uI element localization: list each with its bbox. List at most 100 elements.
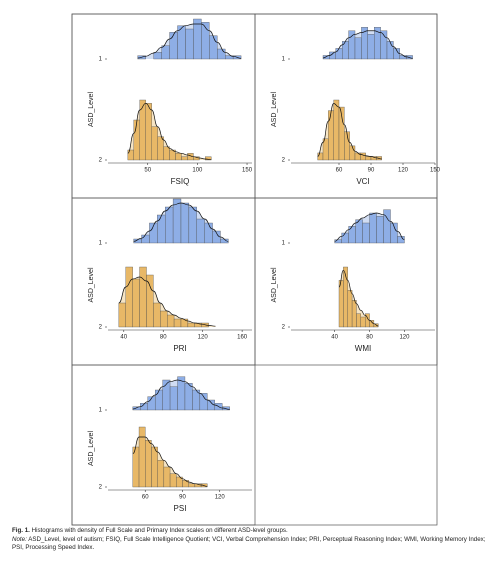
y-tick-label: 1	[99, 57, 103, 63]
histogram-bar	[173, 318, 182, 328]
histogram-bar	[169, 386, 178, 411]
y-tick-label: 2	[99, 158, 103, 164]
histogram-bar	[196, 218, 205, 244]
histogram-bar	[376, 216, 384, 244]
histogram-bar	[169, 32, 178, 60]
y-axis-label: ASD_Level	[88, 92, 95, 127]
histogram-bar	[139, 99, 146, 161]
density-line	[334, 212, 405, 242]
histogram-bar	[338, 280, 344, 328]
histogram-bar	[390, 222, 398, 244]
y-tick-label: 2	[282, 158, 286, 164]
histogram-bar	[356, 313, 361, 328]
x-axis-label: PRI	[173, 344, 186, 353]
histogram-bar	[360, 152, 366, 161]
x-tick-label: 100	[192, 168, 203, 174]
caption-label: Fig. 1.	[12, 527, 30, 534]
histogram-bar	[328, 110, 334, 161]
density-line	[133, 202, 229, 242]
panel: 40 80 120 WMI ASD_Level 1 2	[254, 197, 438, 366]
x-axis-label: PSI	[174, 504, 187, 513]
x-tick-label: 160	[237, 335, 248, 341]
histogram-bar	[125, 266, 133, 328]
histogram-bar	[182, 480, 189, 488]
x-tick-label: 120	[215, 495, 226, 501]
histogram-bar	[157, 460, 165, 488]
histogram-bar	[169, 473, 177, 488]
histogram-bar	[133, 119, 140, 161]
x-tick-label: 40	[120, 335, 127, 341]
histogram-bar	[157, 214, 166, 244]
x-axis-label: FSIQ	[171, 177, 190, 186]
histogram-bar	[204, 222, 213, 244]
histogram-bar	[347, 290, 353, 328]
histogram-bar	[132, 278, 140, 328]
x-tick-label: 40	[331, 335, 338, 341]
histogram-bar	[167, 314, 175, 328]
histogram-bar	[157, 136, 164, 161]
histogram-bar	[333, 99, 340, 161]
histogram-bar	[322, 55, 330, 60]
density-line	[317, 103, 382, 160]
histogram-bar	[188, 206, 197, 244]
panel: 40 80 120 160 PRI ASD_Level 1 2	[71, 197, 256, 366]
x-axis-label: WMI	[355, 344, 371, 353]
histogram-bar	[181, 156, 188, 161]
figure: 50 100 150 FSIQ ASD_Level 1 2 60 90 120 150 VCI ASD_…	[71, 13, 441, 526]
histogram-bar	[180, 202, 190, 244]
histogram-bar	[180, 318, 189, 328]
y-axis-label: ASD_Level	[88, 267, 95, 302]
y-tick-label: 2	[99, 485, 103, 491]
histogram-bar	[154, 389, 163, 411]
histogram-bar	[185, 28, 194, 60]
histogram-bar	[349, 145, 356, 161]
histogram-bar	[160, 310, 168, 328]
histogram-bar	[369, 212, 377, 244]
histogram-bar	[145, 103, 152, 161]
x-tick-label: 80	[160, 335, 167, 341]
histogram-bar	[217, 48, 226, 60]
x-tick-label: 60	[142, 495, 149, 501]
histogram-bar	[362, 222, 370, 244]
histogram-bar	[386, 41, 394, 60]
y-tick-label: 1	[282, 241, 286, 247]
density-line	[132, 436, 208, 487]
histogram-bar	[139, 266, 147, 328]
x-tick-label: 120	[399, 335, 410, 341]
histogram-bar	[118, 302, 126, 328]
x-tick-label: 90	[179, 495, 186, 501]
histogram-bar	[187, 322, 195, 328]
histogram-bar	[165, 206, 174, 244]
histogram-bar	[354, 37, 362, 60]
density-line	[127, 102, 212, 161]
histogram-bar	[138, 426, 146, 488]
density-line	[322, 30, 413, 59]
histogram-bar	[351, 300, 357, 328]
panel: 60 90 120 PSI ASD_Level 1 2	[71, 364, 256, 526]
density-line	[338, 269, 379, 327]
x-tick-label: 50	[144, 168, 151, 174]
histogram-bar	[151, 446, 158, 488]
histogram-bar	[146, 274, 154, 328]
histogram-bar	[205, 156, 212, 161]
y-tick-label: 2	[99, 325, 103, 331]
histogram-bar	[342, 41, 349, 60]
x-axis-label: VCI	[356, 177, 369, 186]
y-tick-label: 1	[282, 57, 286, 63]
panel-frame	[71, 364, 256, 526]
caption-block: Fig. 1. Histograms with density of Full …	[12, 527, 490, 553]
histogram-bar	[344, 131, 350, 161]
density-line	[118, 276, 216, 327]
panel-frame	[71, 13, 256, 199]
y-tick-label: 2	[282, 325, 286, 331]
histogram-bar	[348, 30, 356, 60]
panel: 50 100 150 FSIQ ASD_Level 1 2	[71, 13, 256, 199]
histogram-bar	[161, 45, 170, 60]
x-tick-label: 150	[242, 168, 253, 174]
y-tick-label: 1	[99, 408, 103, 414]
histogram-bar	[163, 466, 171, 488]
x-tick-label: 90	[368, 168, 375, 174]
x-tick-label: 150	[430, 168, 441, 174]
note-label: Note:	[12, 535, 27, 543]
